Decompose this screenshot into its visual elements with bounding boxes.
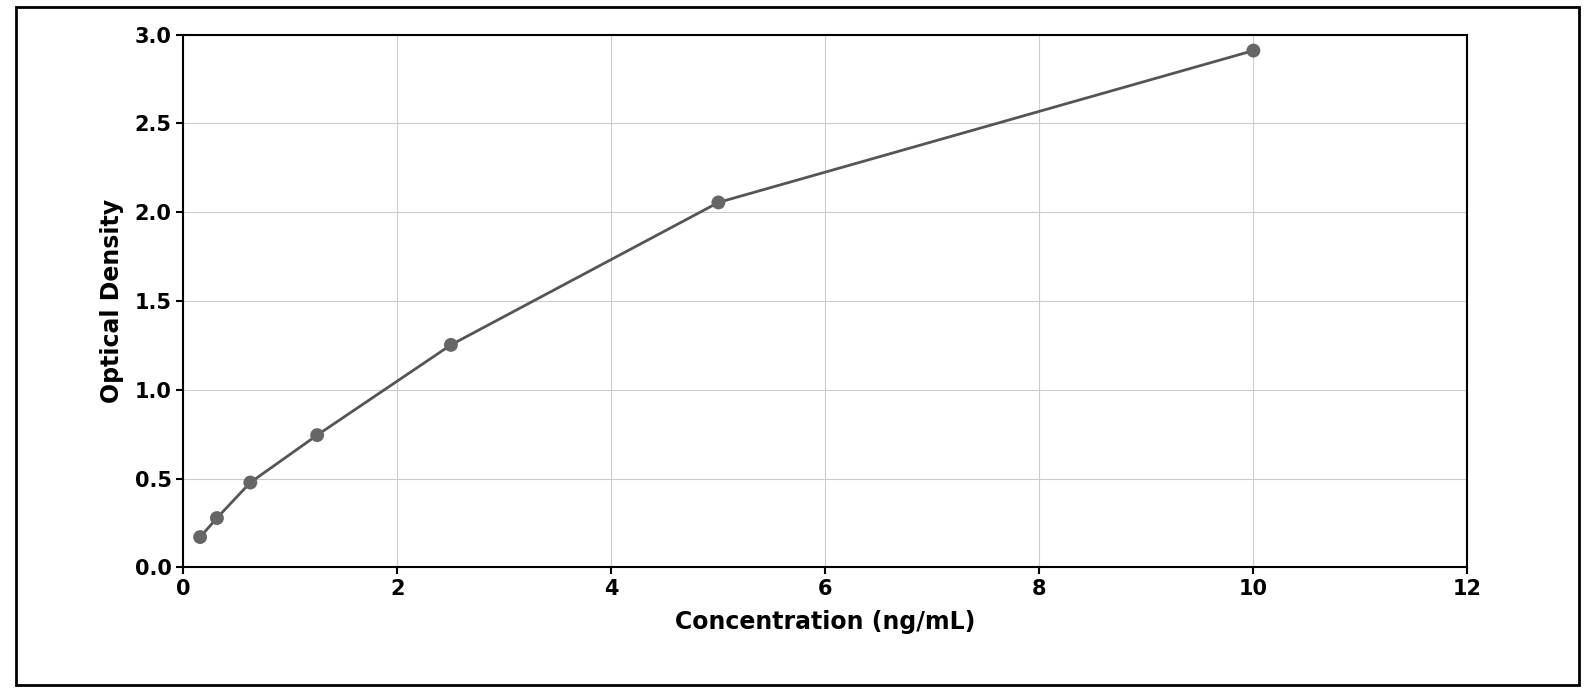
Point — [187, 531, 212, 543]
Point — [439, 339, 464, 350]
X-axis label: Concentration (ng/mL): Concentration (ng/mL) — [675, 610, 976, 635]
Y-axis label: Optical Density: Optical Density — [99, 199, 123, 403]
Point — [305, 430, 330, 441]
Point — [204, 513, 230, 524]
Point — [705, 197, 731, 208]
Point — [1241, 45, 1266, 56]
Point — [238, 477, 263, 488]
